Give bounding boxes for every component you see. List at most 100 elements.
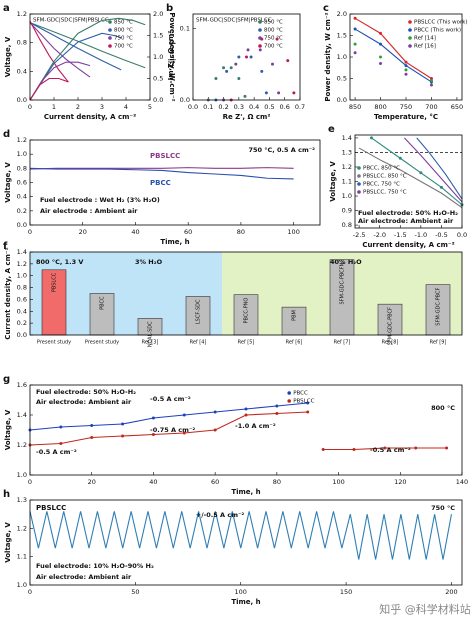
legend-label: 750 °C bbox=[264, 36, 283, 42]
data-point bbox=[439, 185, 443, 189]
plot-frame bbox=[29, 499, 463, 586]
series-line bbox=[29, 77, 69, 101]
data-point bbox=[419, 171, 423, 175]
legend-marker bbox=[258, 44, 262, 48]
annotation: Fuel electrode: 50% H₂O-H₂ bbox=[36, 388, 136, 396]
data-point bbox=[244, 413, 248, 417]
x-tick-label: 800 bbox=[374, 103, 386, 111]
legend-label: 700 °C bbox=[114, 44, 133, 50]
y-tick-label: 0.5 bbox=[337, 75, 347, 83]
x-axis-label: Time, h bbox=[231, 598, 260, 606]
legend-marker bbox=[287, 399, 292, 403]
data-point bbox=[404, 72, 408, 76]
x-tick-label: 0.7 bbox=[295, 103, 305, 111]
data-point bbox=[379, 31, 383, 35]
y-tick-label: 1.0 bbox=[337, 53, 347, 61]
x-tick-label: 0.3 bbox=[234, 103, 244, 111]
data-point bbox=[59, 442, 63, 445]
annotation: 3% H₂O bbox=[135, 258, 163, 266]
annotation: +/-0.5 A cm⁻² bbox=[196, 511, 245, 519]
data-point bbox=[353, 51, 357, 55]
y-tick-label: 1.0 bbox=[17, 272, 27, 280]
x-tick-label: 1 bbox=[52, 103, 56, 111]
data-point bbox=[404, 64, 408, 68]
x-tick-label: -2.5 bbox=[353, 231, 366, 239]
y-tick-label: 0.0 bbox=[17, 96, 27, 104]
y-tick-label: 1.1 bbox=[17, 553, 27, 561]
x-tick-label: Ref [4] bbox=[190, 340, 207, 346]
y-tick-label: 1.4 bbox=[17, 411, 27, 419]
legend-marker bbox=[108, 20, 112, 24]
bar-label: LSCF-SDC bbox=[196, 299, 202, 324]
data-point bbox=[264, 91, 268, 95]
annotation: Fuel electrode: 50% H₂O-H₂ bbox=[358, 209, 458, 217]
y-tick-label: 0.2 bbox=[17, 207, 27, 215]
panel-label: c bbox=[323, 3, 329, 14]
y-tick-label: 0.8 bbox=[17, 39, 27, 47]
data-point bbox=[225, 69, 229, 73]
data-point bbox=[121, 434, 125, 438]
panel-label: a bbox=[3, 3, 10, 14]
data-point bbox=[270, 62, 274, 66]
x-tick-label: Ref [9] bbox=[430, 340, 447, 346]
x-tick-label: 120 bbox=[394, 478, 406, 486]
x-tick-label: Present study bbox=[37, 340, 71, 346]
data-point bbox=[445, 446, 449, 450]
series-label: PBSLCC bbox=[150, 152, 180, 160]
x-tick-label: 0.2 bbox=[218, 103, 228, 111]
plot-frame bbox=[29, 139, 321, 226]
y-tick-label: 0.8 bbox=[17, 164, 27, 172]
y-tick-label: 1.2 bbox=[17, 441, 27, 449]
legend-marker bbox=[357, 174, 361, 178]
x-tick-label: Ref [3] bbox=[142, 340, 159, 346]
annotation: Air electrode: Ambient air bbox=[358, 217, 454, 225]
x-tick-label: 4 bbox=[124, 103, 128, 111]
plot-frame bbox=[192, 13, 301, 101]
y-axis-label: Current density, A cm⁻² bbox=[4, 247, 12, 339]
data-point bbox=[352, 448, 356, 451]
watermark: 知乎 @科学材料站 bbox=[379, 602, 471, 616]
y-tick-label: 1.3 bbox=[342, 148, 352, 156]
data-point bbox=[213, 410, 217, 414]
bar-label: NCAL-SDC bbox=[148, 321, 154, 347]
y-axis-label: -Im Z'', Ω cm² bbox=[167, 31, 175, 84]
panel-label: e bbox=[328, 124, 335, 135]
data-point bbox=[229, 66, 233, 70]
legend-marker bbox=[408, 28, 412, 32]
data-point bbox=[429, 79, 433, 83]
legend-marker bbox=[287, 391, 292, 395]
y-tick-label: 0.0 bbox=[337, 96, 347, 104]
x-tick-label: Ref [8] bbox=[382, 340, 399, 346]
bar bbox=[41, 269, 67, 336]
x-tick-label: 0.0 bbox=[457, 231, 467, 239]
x-axis-label: Time, h bbox=[231, 488, 260, 496]
annotation: -0.75 A cm⁻² bbox=[150, 426, 195, 434]
y2-axis-label: Power density, W cm⁻² bbox=[168, 12, 176, 101]
x-tick-label: 50 bbox=[131, 588, 139, 596]
x-tick-label: 0.6 bbox=[280, 103, 290, 111]
data-point bbox=[321, 448, 325, 451]
data-point bbox=[379, 55, 383, 59]
x-tick-label: 20 bbox=[79, 228, 87, 236]
annotation: 800 °C, 1.3 V bbox=[36, 258, 83, 266]
x-tick-label: 0.5 bbox=[264, 103, 274, 111]
x-tick-label: 100 bbox=[235, 588, 247, 596]
x-tick-label: 0 bbox=[28, 588, 32, 596]
annotation: 750 °C bbox=[431, 504, 455, 512]
x-tick-label: 60 bbox=[184, 228, 192, 236]
series-line bbox=[29, 22, 122, 71]
legend-label: PBSLCC, 850 °C bbox=[363, 174, 407, 180]
data-point bbox=[429, 83, 433, 87]
x-tick-label: -2.0 bbox=[373, 231, 386, 239]
x-tick-label: 150 bbox=[340, 588, 352, 596]
y-tick-label: 0.8 bbox=[342, 221, 352, 229]
y-axis-label: Voltage, V bbox=[4, 409, 12, 450]
bar-label: SFM-GDC-PBCFN bbox=[340, 262, 346, 304]
annotation: Air electrode: Ambient air bbox=[36, 398, 132, 406]
series-line bbox=[29, 20, 69, 83]
legend-label: PBCC, 850 °C bbox=[363, 166, 400, 172]
x-axis-label: Temperature, °C bbox=[374, 113, 438, 121]
data-point bbox=[90, 424, 94, 427]
data-point bbox=[379, 42, 383, 46]
